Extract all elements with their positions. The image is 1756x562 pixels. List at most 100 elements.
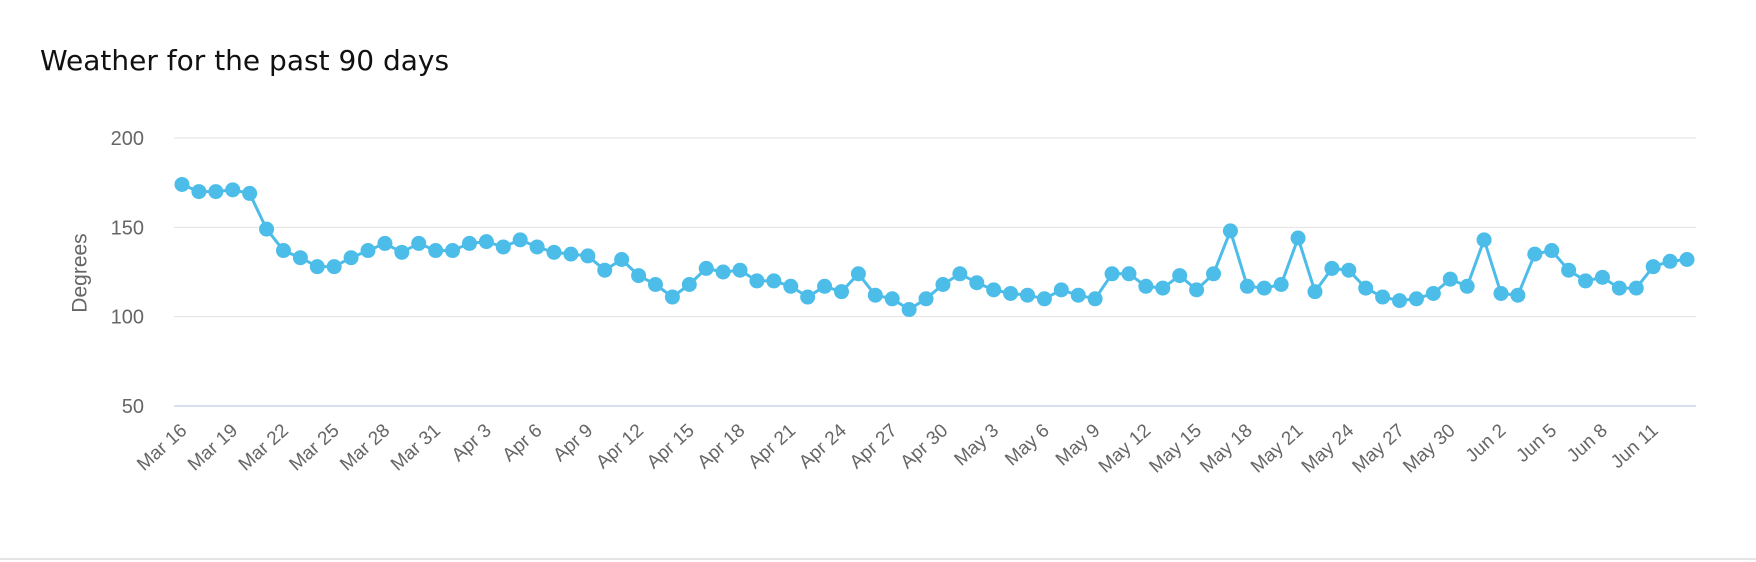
data-point[interactable] — [749, 273, 765, 289]
data-point[interactable] — [495, 239, 511, 255]
data-point[interactable] — [1104, 266, 1120, 282]
data-point[interactable] — [1611, 280, 1627, 296]
data-point[interactable] — [698, 260, 714, 276]
data-point[interactable] — [174, 176, 190, 192]
data-point[interactable] — [461, 235, 477, 251]
data-point[interactable] — [1561, 262, 1577, 278]
x-tick-label: Apr 6 — [499, 420, 547, 466]
data-point[interactable] — [1290, 230, 1306, 246]
data-point[interactable] — [225, 182, 241, 198]
data-point[interactable] — [1053, 282, 1069, 298]
data-point[interactable] — [1510, 287, 1526, 303]
data-point[interactable] — [1527, 246, 1543, 262]
data-point[interactable] — [817, 278, 833, 294]
data-point[interactable] — [715, 264, 731, 280]
data-point[interactable] — [833, 284, 849, 300]
data-point[interactable] — [1222, 223, 1238, 239]
data-point[interactable] — [1341, 262, 1357, 278]
data-point[interactable] — [1273, 277, 1289, 293]
data-point[interactable] — [445, 243, 461, 259]
data-point[interactable] — [969, 275, 985, 291]
data-point[interactable] — [1459, 278, 1475, 294]
data-point[interactable] — [428, 243, 444, 259]
data-point[interactable] — [1628, 280, 1644, 296]
data-point[interactable] — [986, 282, 1002, 298]
data-point[interactable] — [1679, 251, 1695, 267]
data-point[interactable] — [1020, 287, 1036, 303]
data-point[interactable] — [1155, 280, 1171, 296]
data-point[interactable] — [1189, 282, 1205, 298]
data-point[interactable] — [478, 234, 494, 250]
data-point[interactable] — [732, 262, 748, 278]
data-point[interactable] — [1594, 269, 1610, 285]
data-point[interactable] — [1358, 280, 1374, 296]
data-point[interactable] — [191, 184, 207, 200]
data-point[interactable] — [208, 184, 224, 200]
data-point[interactable] — [292, 250, 308, 266]
data-point[interactable] — [1307, 284, 1323, 300]
data-point[interactable] — [1172, 268, 1188, 284]
data-point[interactable] — [1324, 260, 1340, 276]
data-points — [174, 176, 1695, 318]
data-point[interactable] — [1578, 273, 1594, 289]
data-point[interactable] — [1239, 278, 1255, 294]
data-point[interactable] — [1138, 278, 1154, 294]
data-point[interactable] — [1544, 243, 1560, 259]
data-point[interactable] — [614, 251, 630, 267]
data-point[interactable] — [1256, 280, 1272, 296]
data-point[interactable] — [1493, 285, 1509, 301]
data-point[interactable] — [1645, 259, 1661, 275]
data-point[interactable] — [597, 262, 613, 278]
data-point[interactable] — [394, 244, 410, 260]
y-tick-label: 150 — [111, 217, 144, 239]
data-point[interactable] — [326, 259, 342, 275]
data-point[interactable] — [360, 243, 376, 259]
x-tick-label: May 3 — [951, 420, 1004, 470]
x-tick-label: Apr 27 — [846, 420, 902, 473]
data-point[interactable] — [850, 266, 866, 282]
data-point[interactable] — [1087, 291, 1103, 307]
data-point[interactable] — [275, 243, 291, 259]
data-point[interactable] — [563, 246, 579, 262]
data-point[interactable] — [800, 289, 816, 305]
data-point[interactable] — [1375, 289, 1391, 305]
x-tick-label: May 6 — [1001, 420, 1054, 470]
data-point[interactable] — [1662, 253, 1678, 269]
x-tick-label: Apr 24 — [795, 420, 851, 473]
data-point[interactable] — [647, 277, 663, 293]
x-tick-label: Apr 9 — [549, 420, 597, 466]
data-point[interactable] — [681, 277, 697, 293]
data-point[interactable] — [1206, 266, 1222, 282]
data-point[interactable] — [1476, 232, 1492, 248]
data-point[interactable] — [631, 268, 647, 284]
data-point[interactable] — [546, 244, 562, 260]
data-point[interactable] — [952, 266, 968, 282]
data-point[interactable] — [1442, 271, 1458, 287]
data-point[interactable] — [1408, 291, 1424, 307]
data-point[interactable] — [901, 302, 917, 318]
x-tick-label: Mar 31 — [387, 420, 445, 475]
data-point[interactable] — [512, 232, 528, 248]
data-point[interactable] — [309, 259, 325, 275]
data-point[interactable] — [935, 277, 951, 293]
data-point[interactable] — [867, 287, 883, 303]
data-point[interactable] — [411, 235, 427, 251]
x-tick-label: Apr 15 — [643, 420, 699, 473]
data-point[interactable] — [259, 221, 275, 237]
data-point[interactable] — [1036, 291, 1052, 307]
data-point[interactable] — [1003, 285, 1019, 301]
data-point[interactable] — [242, 185, 258, 201]
data-point[interactable] — [918, 291, 934, 307]
data-point[interactable] — [783, 278, 799, 294]
data-point[interactable] — [766, 273, 782, 289]
data-point[interactable] — [1392, 293, 1408, 309]
data-point[interactable] — [377, 235, 393, 251]
data-point[interactable] — [664, 289, 680, 305]
data-point[interactable] — [1425, 285, 1441, 301]
data-point[interactable] — [1070, 287, 1086, 303]
data-point[interactable] — [529, 239, 545, 255]
data-point[interactable] — [343, 250, 359, 266]
data-point[interactable] — [580, 248, 596, 264]
data-point[interactable] — [1121, 266, 1137, 282]
data-point[interactable] — [884, 291, 900, 307]
